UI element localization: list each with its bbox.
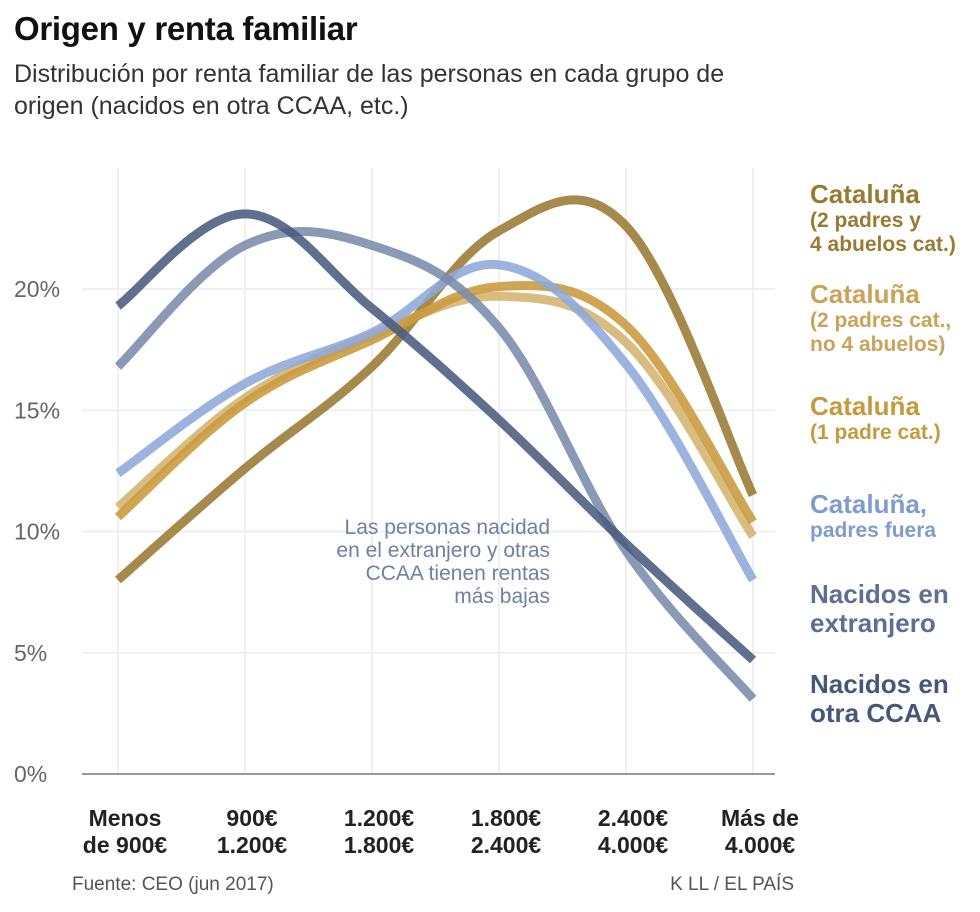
series-line-cat-2-padres-4-abuelos	[115, 195, 758, 584]
x-tick-label: Más de	[721, 805, 799, 831]
legend-name: Nacidos en	[810, 669, 949, 699]
series-line-cat-1-padre	[114, 281, 757, 525]
x-tick-label: Menos	[89, 805, 162, 831]
x-tick-label: 900€	[226, 805, 277, 831]
x-tick-label: 1.200€	[344, 805, 415, 831]
y-axis-ticks: 0% 5% 10% 15% 20%	[14, 276, 60, 787]
legend-item: Cataluña, padres fuera	[810, 490, 936, 543]
legend-sub: (1 padre cat.)	[810, 421, 941, 444]
chart-subtitle: Distribución por renta familiar de las p…	[14, 60, 725, 120]
annotation-line: Las personas nacidad	[345, 516, 550, 539]
legend-item: Nacidos en extranjero	[810, 580, 949, 638]
x-tick-label: 2.400€	[598, 805, 669, 831]
y-tick-label: 5%	[14, 640, 47, 666]
series-line-nacidos-otra-ccaa	[115, 209, 757, 664]
legend-sub: padres fuera	[810, 519, 937, 542]
legend-sub: 4 abuelos cat.)	[810, 233, 956, 256]
annotation-line: en el extranjero y otras	[336, 539, 550, 562]
series-line-cat-padres-fuera	[115, 259, 757, 583]
series-line-nacidos-extranjero	[114, 227, 757, 702]
legend-sub: (2 padres cat.,	[810, 309, 952, 332]
credit: K LL / EL PAÍS	[670, 874, 794, 895]
y-tick-label: 10%	[14, 519, 60, 545]
legend-item: Nacidos en otra CCAA	[810, 670, 949, 728]
x-tick-label: 4.000€	[598, 832, 669, 858]
legend-name: Cataluña	[810, 279, 920, 309]
source-note: Fuente: CEO (jun 2017)	[72, 874, 274, 895]
x-tick-label: 1.200€	[217, 832, 288, 858]
legend-item: Cataluña (2 padres cat., no 4 abuelos)	[810, 280, 951, 357]
gridlines	[82, 168, 775, 775]
chart-title: Origen y renta familiar	[14, 10, 358, 47]
legend-sub: extranjero	[810, 608, 936, 638]
legend-name: Cataluña	[810, 391, 920, 421]
x-tick-label: 1.800€	[471, 805, 542, 831]
annotation-line: CCAA tienen rentas	[366, 562, 550, 585]
x-tick-label: de 900€	[83, 832, 168, 858]
x-tick-label: 4.000€	[725, 832, 796, 858]
legend-name: Cataluña,	[810, 489, 928, 519]
legend-name: Nacidos en	[810, 579, 949, 609]
x-tick-label: 1.800€	[344, 832, 415, 858]
y-tick-label: 20%	[14, 276, 60, 302]
x-tick-label: 2.400€	[471, 832, 542, 858]
legend-sub: no 4 abuelos)	[810, 333, 946, 356]
series-lines	[114, 195, 758, 702]
legend-sub: (2 padres y	[810, 209, 921, 232]
y-tick-label: 15%	[14, 397, 60, 423]
legend-name: Cataluña	[810, 179, 920, 209]
legend-sub: otra CCAA	[810, 698, 942, 728]
legend-item: Cataluña (1 padre cat.)	[810, 392, 941, 445]
annotation-line: más bajas	[454, 585, 550, 608]
y-tick-label: 0%	[14, 761, 47, 787]
